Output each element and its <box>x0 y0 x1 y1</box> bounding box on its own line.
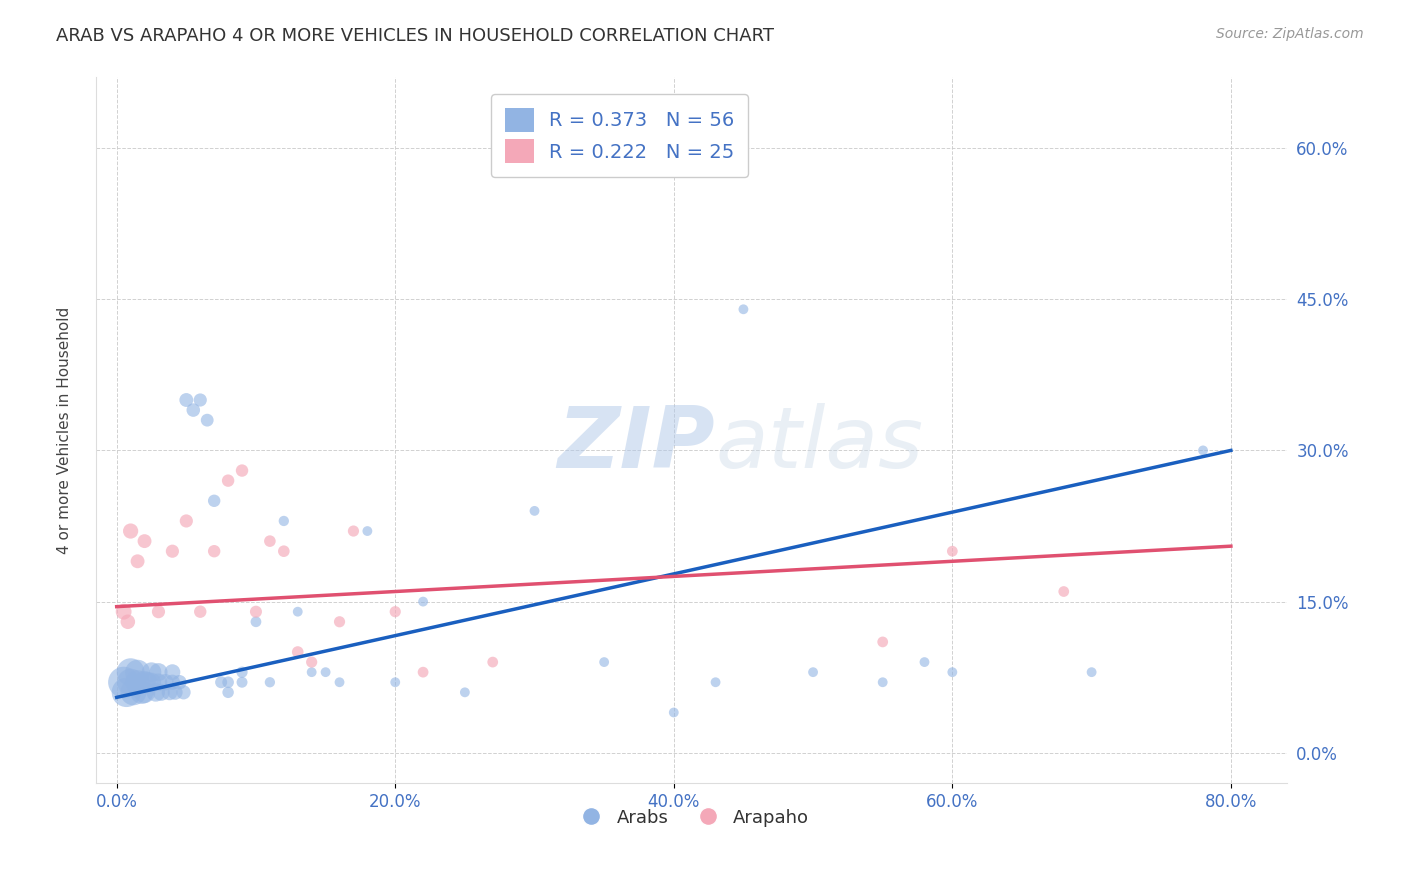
Point <box>202 544 225 558</box>
Point <box>941 544 963 558</box>
Text: Source: ZipAtlas.com: Source: ZipAtlas.com <box>1216 27 1364 41</box>
Point <box>315 665 337 680</box>
Point <box>1192 443 1215 458</box>
Point <box>159 685 181 699</box>
Point <box>914 655 936 669</box>
Point <box>217 474 239 488</box>
Point <box>145 685 167 699</box>
Point <box>148 605 170 619</box>
Point <box>245 605 267 619</box>
Point <box>202 493 225 508</box>
Point <box>704 675 727 690</box>
Point <box>148 675 170 690</box>
Text: ZIP: ZIP <box>557 403 716 486</box>
Point <box>122 685 145 699</box>
Point <box>287 605 309 619</box>
Point <box>273 544 295 558</box>
Point <box>301 665 323 680</box>
Point <box>150 685 173 699</box>
Point <box>328 675 350 690</box>
Point <box>412 665 434 680</box>
Point <box>384 675 406 690</box>
Point <box>173 685 195 699</box>
Point <box>454 685 477 699</box>
Point <box>356 524 378 538</box>
Point <box>301 655 323 669</box>
Point <box>141 675 163 690</box>
Point <box>195 413 218 427</box>
Point <box>127 665 149 680</box>
Text: ARAB VS ARAPAHO 4 OR MORE VEHICLES IN HOUSEHOLD CORRELATION CHART: ARAB VS ARAPAHO 4 OR MORE VEHICLES IN HO… <box>56 27 775 45</box>
Point <box>134 685 156 699</box>
Point <box>117 615 139 629</box>
Point <box>245 615 267 629</box>
Point <box>176 514 198 528</box>
Point <box>342 524 364 538</box>
Point <box>181 403 204 417</box>
Point <box>328 615 350 629</box>
Point <box>120 675 142 690</box>
Point <box>662 706 685 720</box>
Point <box>1053 584 1076 599</box>
Point <box>217 685 239 699</box>
Point <box>273 514 295 528</box>
Point <box>148 665 170 680</box>
Point <box>872 635 894 649</box>
Point <box>131 685 153 699</box>
Point <box>136 675 159 690</box>
Y-axis label: 4 or more Vehicles in Household: 4 or more Vehicles in Household <box>58 307 72 554</box>
Point <box>593 655 616 669</box>
Point <box>134 675 156 690</box>
Point <box>162 544 184 558</box>
Point <box>112 675 135 690</box>
Point <box>162 665 184 680</box>
Point <box>231 665 253 680</box>
Point <box>141 665 163 680</box>
Point <box>188 605 211 619</box>
Point <box>412 594 434 608</box>
Point <box>120 665 142 680</box>
Point <box>733 302 755 317</box>
Text: atlas: atlas <box>716 403 922 486</box>
Legend: Arabs, Arapaho: Arabs, Arapaho <box>565 802 817 834</box>
Point <box>384 605 406 619</box>
Point <box>112 605 135 619</box>
Point <box>169 675 191 690</box>
Point <box>188 392 211 407</box>
Point <box>1080 665 1102 680</box>
Point <box>209 675 232 690</box>
Point <box>217 675 239 690</box>
Point <box>801 665 824 680</box>
Point <box>231 675 253 690</box>
Point <box>127 554 149 568</box>
Point <box>155 675 177 690</box>
Point <box>165 685 187 699</box>
Point <box>287 645 309 659</box>
Point <box>231 464 253 478</box>
Point <box>115 685 138 699</box>
Point <box>176 392 198 407</box>
Point <box>120 524 142 538</box>
Point <box>134 534 156 549</box>
Point <box>481 655 503 669</box>
Point <box>523 504 546 518</box>
Point <box>259 534 281 549</box>
Point <box>259 675 281 690</box>
Point <box>941 665 963 680</box>
Point <box>162 675 184 690</box>
Point <box>127 675 149 690</box>
Point <box>872 675 894 690</box>
